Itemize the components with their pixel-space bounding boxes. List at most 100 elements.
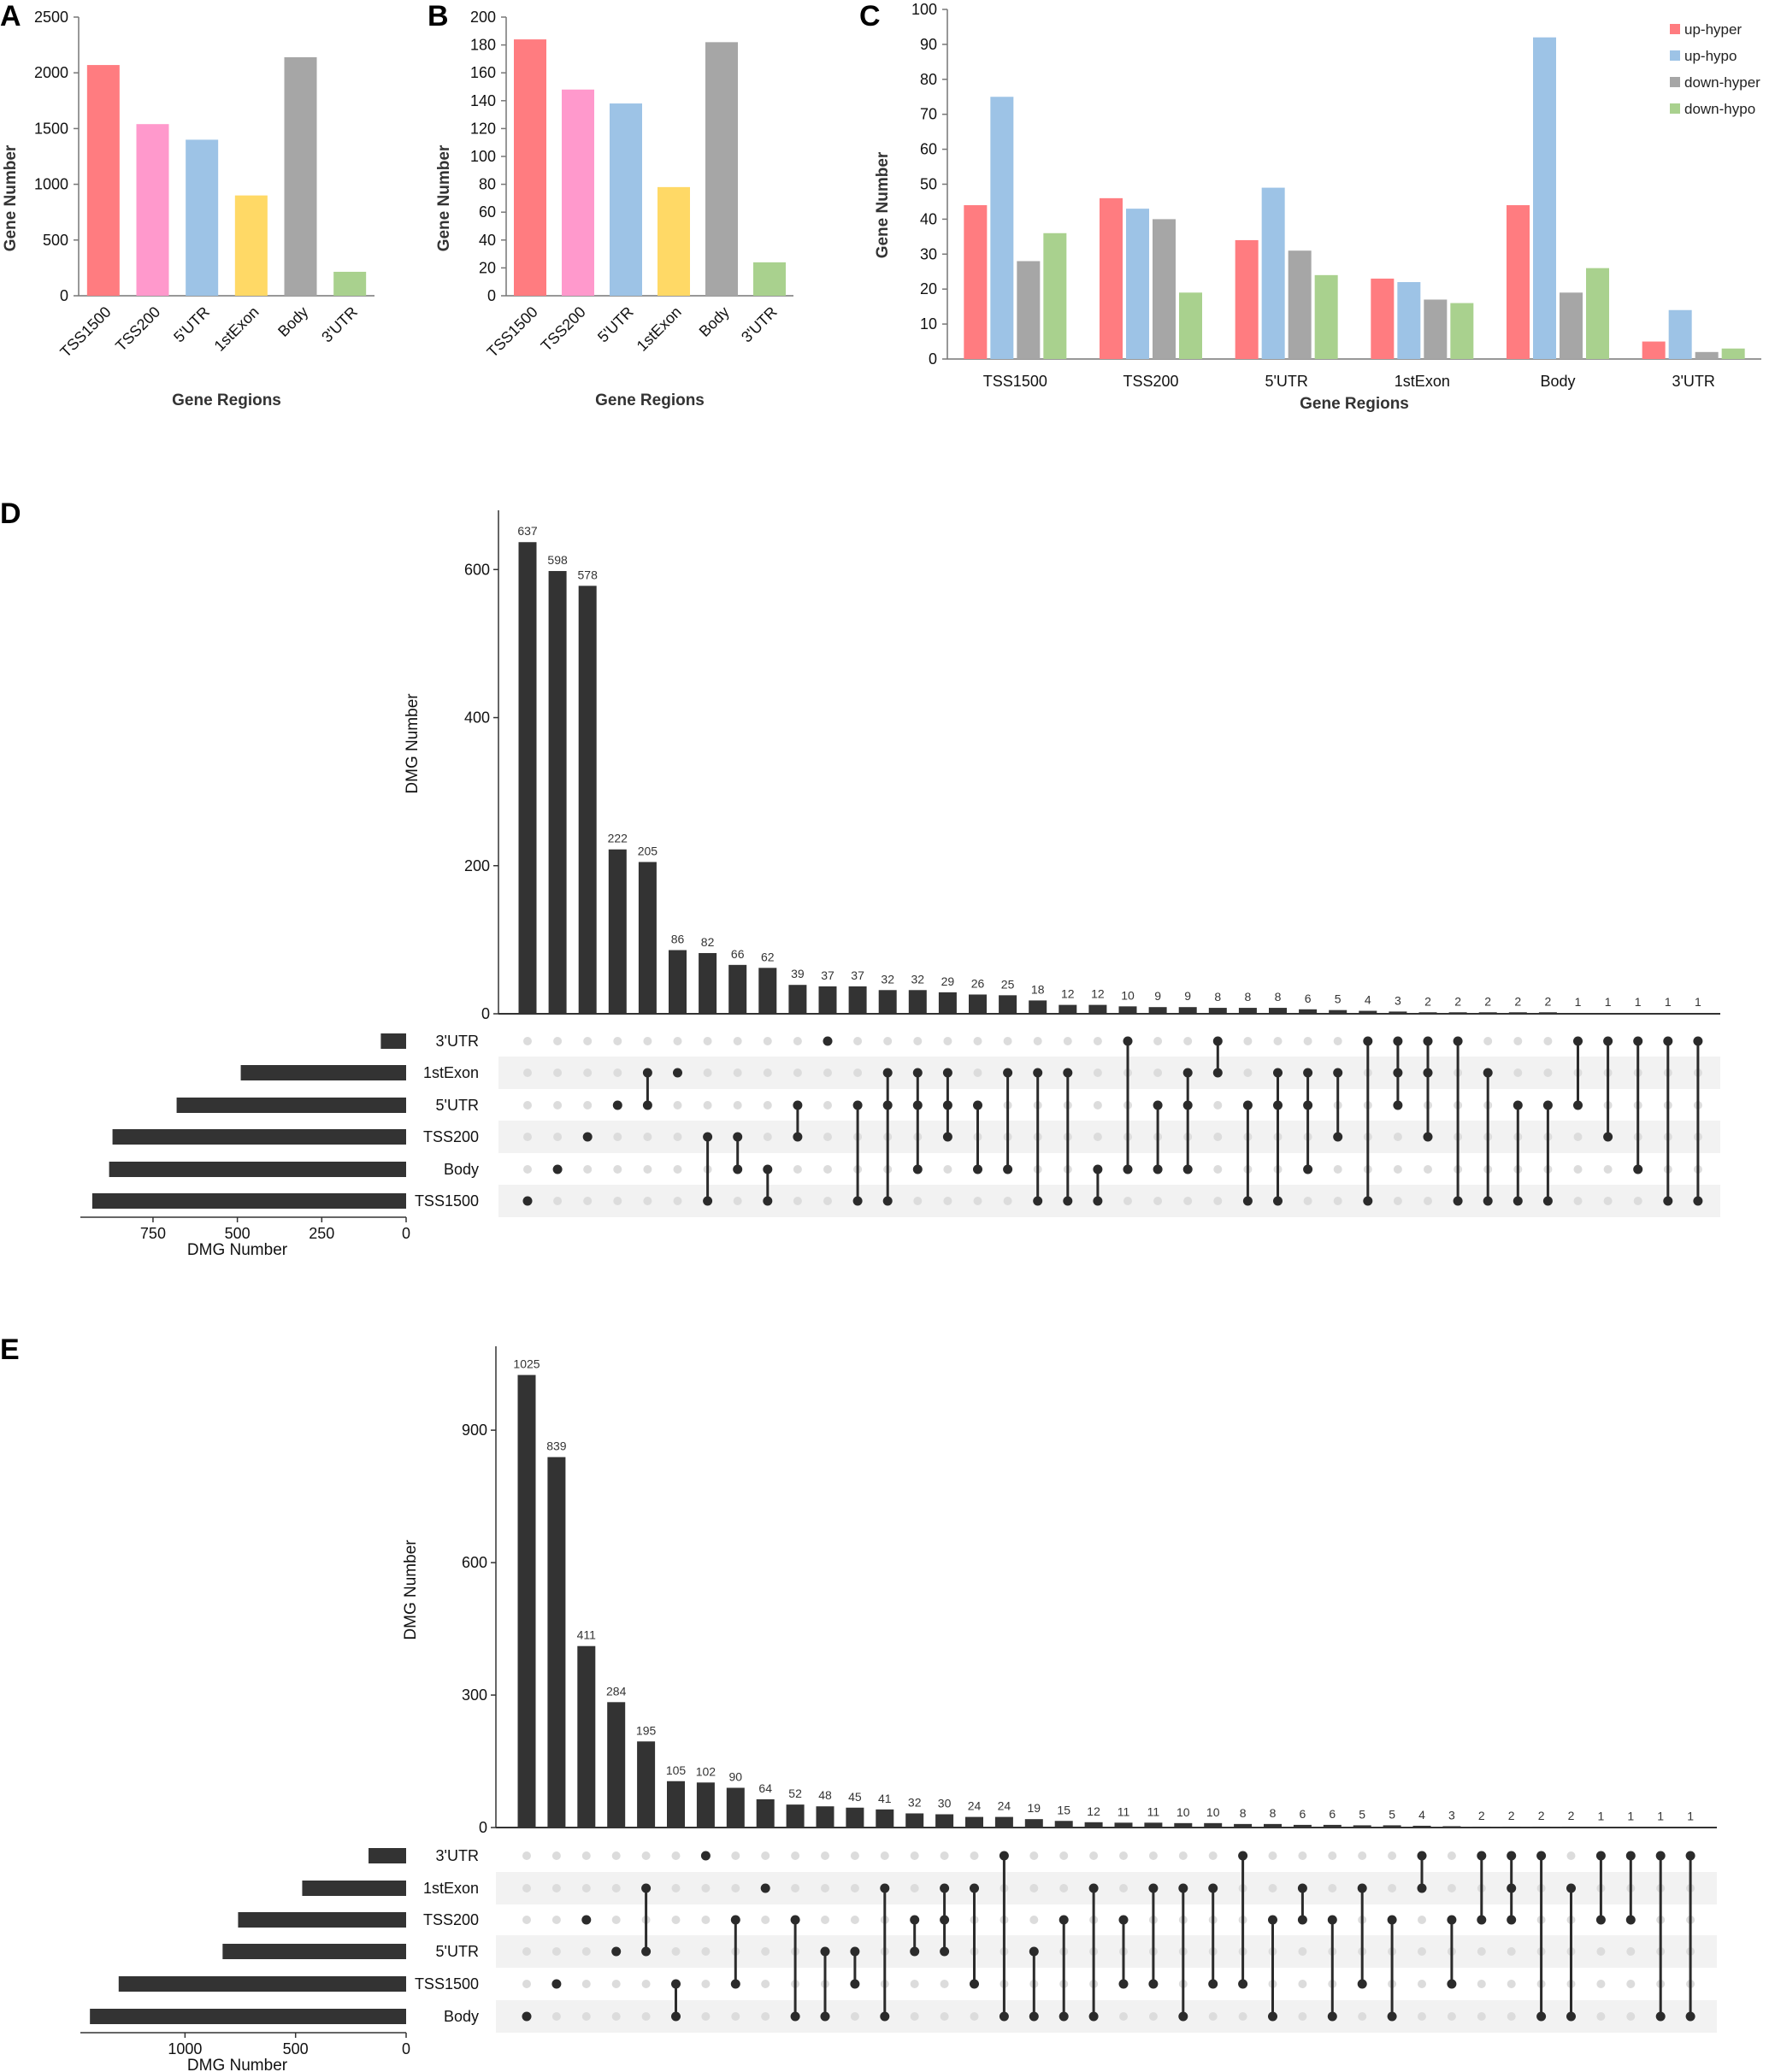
bar-value-label: 62 [761,950,775,963]
bar-value-label: 5 [1359,1807,1365,1821]
bar-value-label: 32 [908,1795,922,1809]
matrix-dot-empty [1093,1133,1102,1141]
set-size-bar [109,1162,406,1177]
bar-value-label: 9 [1154,989,1161,1003]
set-name-label: Body [444,1161,479,1178]
matrix-dot-empty [850,2012,859,2021]
y-tick-label: 0 [60,287,68,304]
y-tick-label: 400 [464,709,490,727]
matrix-dot-empty [1418,1916,1426,1924]
intersection-bar [935,1814,954,1828]
matrix-dot-empty [673,1133,682,1141]
panel-label: A [0,0,21,32]
bar-value-label: 11 [1117,1804,1130,1818]
intersection-bar [578,586,597,1014]
matrix-dot-empty [850,1851,859,1860]
bar-value-label: 1 [1695,995,1701,1009]
bar-value-label: 2 [1538,1809,1545,1822]
set-tick-label: 500 [225,1225,251,1242]
bar [1507,205,1530,359]
matrix-dot-empty [551,2012,561,2021]
matrix-dot-empty [1183,1037,1193,1045]
bar [1179,292,1202,359]
set-name-label: 3'UTR [436,1033,479,1050]
y-tick-label: 0 [929,350,937,368]
intersection-bar [1329,1010,1347,1014]
bar-value-label: 1 [1575,995,1582,1009]
bar-value-label: 82 [701,935,715,949]
matrix-dot-empty [1603,1197,1613,1205]
bar [705,42,738,297]
intersection-bar [1502,1826,1521,1828]
bar-value-label: 4 [1365,993,1371,1007]
bar-value-label: 1 [1635,995,1642,1009]
y-tick-label: 90 [920,36,937,53]
matrix-dot-empty [793,1165,802,1174]
bar-value-label: 37 [851,968,864,982]
matrix-dot-empty [1543,1037,1553,1045]
bar [1371,278,1395,359]
intersection-bar [1144,1822,1163,1828]
y-tick-label: 40 [920,210,937,227]
bar-value-label: 66 [731,947,745,961]
matrix-dot-empty [940,1980,949,1988]
set-size-bar [240,1065,406,1080]
set-size-bar [238,1912,406,1928]
matrix-dot-empty [1089,1851,1099,1860]
matrix-dot-empty [1328,1851,1337,1860]
bar-value-label: 25 [1001,977,1015,991]
intersection-bar [876,1809,894,1828]
matrix-dot-empty [1424,1197,1432,1205]
bar [1235,239,1259,359]
intersection-bar [608,849,627,1014]
x-tick-label: 5'UTR [1265,373,1307,390]
bar [1721,348,1745,359]
matrix-dot-empty [581,1851,591,1860]
bar-value-label: 29 [941,974,955,988]
matrix-dot-empty [1303,1037,1312,1045]
y-tick-label: 20 [920,280,937,297]
bar [1450,303,1474,359]
matrix-dot-empty [853,1037,863,1045]
matrix-dot-empty [943,1197,952,1205]
bar [1017,261,1041,359]
matrix-dot-empty [1447,2012,1456,2021]
matrix-dot-empty [763,1133,772,1141]
matrix-dot-empty [551,1884,561,1892]
panel-C: C 0 10 20 30 40 50 60 70 80 90 100 TSS1500 TSS200 5'UT… [859,0,1761,413]
matrix-dot-empty [940,1851,949,1860]
matrix-dot-empty [1029,1916,1039,1924]
intersection-bar [696,1782,715,1828]
bar-value-label: 8 [1270,1806,1277,1820]
x-tick-label: TSS1500 [56,303,114,361]
matrix-dot-empty [581,1947,591,1956]
matrix-dot-empty [613,1165,622,1174]
bar [1397,282,1421,359]
matrix-dot-empty [1298,1947,1307,1956]
bar-value-label: 5 [1389,1807,1395,1821]
intersection-bar [1174,1822,1193,1828]
matrix-dot-empty [611,2012,621,2021]
x-tick-label: TSS200 [1123,373,1178,390]
x-tick-label: Body [696,303,733,340]
intersection-bar [788,985,807,1014]
x-tick-label: 3'UTR [1672,373,1714,390]
bar-value-label: 90 [729,1770,743,1784]
matrix-dot-empty [880,1851,889,1860]
intersection-bar [548,571,567,1014]
x-tick-label: TSS200 [112,303,163,355]
matrix-dot-empty [943,1165,952,1174]
set-name-label: TSS200 [423,1128,479,1145]
matrix-dot-empty [910,1980,919,1988]
matrix-dot-empty [910,1884,919,1892]
matrix-dot-empty [553,1197,563,1205]
legend-swatch [1670,103,1680,114]
x-tick-label: 1stExon [1395,373,1450,390]
matrix-dot-empty [823,1197,832,1205]
matrix-dot-empty [1243,1037,1253,1045]
intersection-bar [1538,1012,1557,1014]
panel-label: B [428,0,449,32]
intersection-bar [1472,1826,1491,1828]
y-axis-title: Gene Number [2,144,20,251]
intersection-bar [994,1816,1013,1828]
